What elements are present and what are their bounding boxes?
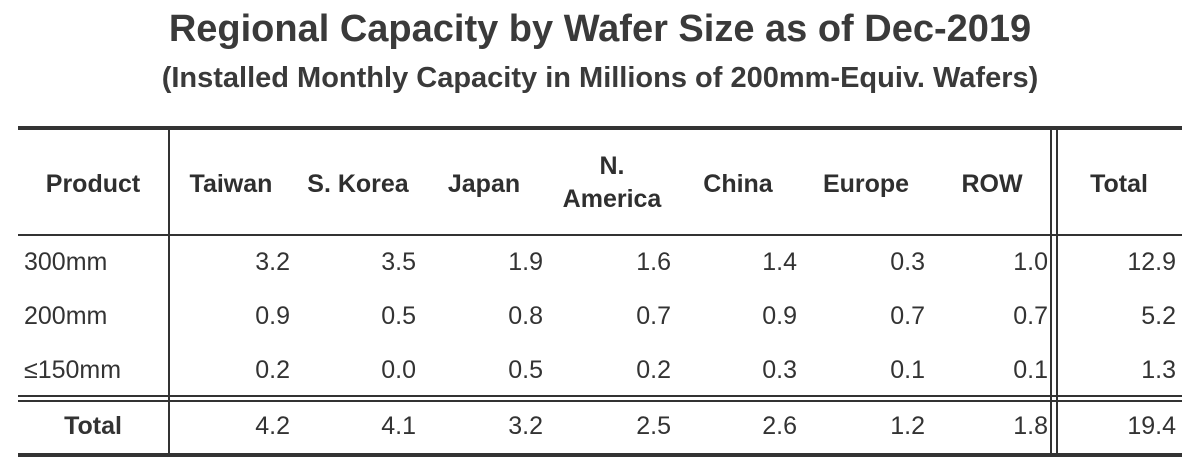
table-cell: 0.0: [381, 356, 416, 384]
total-cell: 2.5: [636, 412, 671, 440]
chart-title: Regional Capacity by Wafer Size as of De…: [168, 8, 1032, 50]
column-header: Total: [1090, 170, 1148, 198]
table-cell: 1.3: [1141, 356, 1176, 384]
column-header: S. Korea: [307, 170, 409, 198]
chart-subtitle: (Installed Monthly Capacity in Millions …: [161, 62, 1039, 94]
table-cell: 3.2: [255, 248, 290, 276]
table-cell: 0.3: [890, 248, 925, 276]
table-cell: 3.5: [381, 248, 416, 276]
table-cell: 0.7: [890, 302, 925, 330]
table-cell: 12.9: [1127, 248, 1176, 276]
total-row-label: Total: [64, 412, 122, 440]
top-rule: [18, 126, 1182, 130]
table-cell: 0.2: [636, 356, 671, 384]
table-cell: 0.1: [890, 356, 925, 384]
column-header: Taiwan: [189, 170, 273, 198]
total-cell: 4.2: [255, 412, 290, 440]
table-cell: 0.9: [762, 302, 797, 330]
table-cell: 0.8: [508, 302, 543, 330]
column-header: China: [703, 170, 773, 198]
total-cell: 2.6: [762, 412, 797, 440]
total-cell: 1.2: [890, 412, 925, 440]
total-rule-lower: [18, 400, 1182, 402]
column-header: Product: [45, 170, 141, 198]
row-label: ≤150mm: [24, 356, 122, 384]
table-cell: 0.3: [762, 356, 797, 384]
total-cell: 19.4: [1127, 412, 1176, 440]
table-cell: 0.7: [1013, 302, 1048, 330]
column-header: Europe: [822, 170, 910, 198]
total-cell: 1.8: [1013, 412, 1048, 440]
table-cell: 1.4: [762, 248, 797, 276]
table-cell: 1.6: [636, 248, 671, 276]
header-rule: [18, 234, 1182, 236]
table-cell: 0.5: [508, 356, 543, 384]
total-column-rule-right: [1056, 130, 1058, 453]
table-cell: 0.1: [1013, 356, 1048, 384]
total-column-rule-left: [1050, 130, 1052, 453]
table-cell: 0.5: [381, 302, 416, 330]
table-cell: 0.2: [255, 356, 290, 384]
total-cell: 4.1: [381, 412, 416, 440]
column-header: ROW: [961, 170, 1023, 198]
column-header: Japan: [447, 170, 521, 198]
table-cell: 0.7: [636, 302, 671, 330]
table-cell: 0.9: [255, 302, 290, 330]
row-label: 300mm: [24, 248, 108, 276]
table-cell: 1.9: [508, 248, 543, 276]
total-cell: 3.2: [508, 412, 543, 440]
bottom-rule: [18, 453, 1182, 457]
product-column-rule: [168, 130, 170, 453]
table-cell: 1.0: [1013, 248, 1048, 276]
total-rule-upper: [18, 395, 1182, 397]
column-header: N. America: [562, 152, 662, 213]
table-cell: 5.2: [1141, 302, 1176, 330]
row-label: 200mm: [24, 302, 108, 330]
